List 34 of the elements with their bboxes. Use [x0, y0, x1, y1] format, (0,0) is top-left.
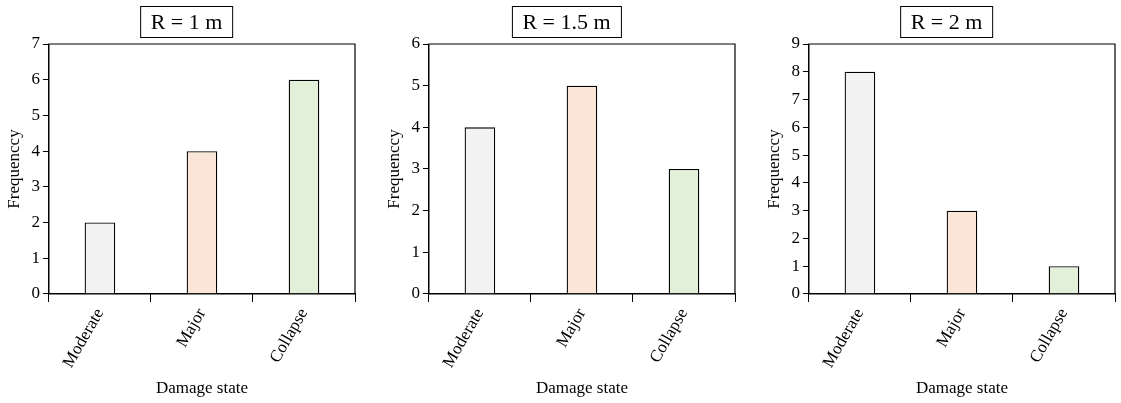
y-tick-label: 5 [31, 104, 40, 124]
y-tick-label: 5 [791, 144, 800, 164]
y-tick-label: 4 [791, 172, 801, 192]
y-tick-label: 4 [411, 116, 421, 136]
y-tick-label: 6 [791, 116, 800, 136]
y-tick-label: 2 [31, 212, 40, 232]
y-tick-label: 3 [31, 176, 40, 196]
x-axis-title: Damage state [915, 378, 1008, 398]
y-axis-title: Frequenccy [383, 128, 403, 209]
y-axis-title: Frequenccy [3, 128, 23, 209]
y-tick-label: 1 [31, 247, 40, 267]
y-tick-label: 0 [791, 283, 800, 303]
y-tick-label: 9 [791, 33, 800, 53]
y-tick-label: 7 [31, 33, 41, 53]
y-tick-label: 2 [791, 227, 800, 247]
y-tick-label: 0 [411, 283, 420, 303]
x-axis-title: Damage state [155, 378, 248, 398]
y-tick-label: 7 [791, 89, 801, 109]
chart-title: R = 1.5 m [511, 6, 622, 38]
y-tick-label: 8 [791, 61, 800, 81]
y-tick-label: 3 [791, 200, 800, 220]
y-tick-label: 4 [31, 140, 41, 160]
y-tick-label: 1 [411, 241, 420, 261]
y-axis-title: Frequenccy [763, 128, 783, 209]
chart-title: R = 2 m [899, 6, 994, 38]
chart-title: R = 1 m [139, 6, 234, 38]
y-tick-label: 2 [411, 200, 420, 220]
y-tick-label: 0 [31, 283, 40, 303]
y-tick-label: 6 [31, 69, 40, 89]
x-axis-title: Damage state [535, 378, 628, 398]
y-tick-label: 3 [411, 158, 420, 178]
y-tick-label: 6 [411, 33, 420, 53]
y-tick-label: 1 [791, 255, 800, 275]
y-tick-label: 5 [411, 75, 420, 95]
